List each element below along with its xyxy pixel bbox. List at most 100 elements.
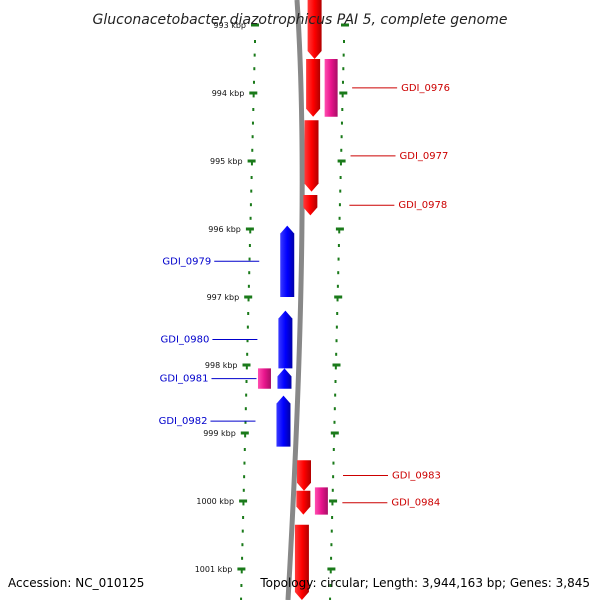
right-track-dots [330,543,333,547]
right-track-dots [340,121,343,125]
track-dots [240,40,345,600]
left-track-dots [249,230,252,234]
gene-arrow-gdi_0978[interactable] [303,195,318,216]
right-track-dots [342,53,345,57]
left-track-dots [248,271,251,275]
gene-arrow-gdi_0977[interactable] [304,120,319,192]
right-track-dots [337,271,340,275]
right-track-dots [331,488,334,492]
right-track-dots [333,407,336,411]
axis-tick [244,295,253,299]
left-track-dots [244,434,247,438]
left-track-dots [252,80,255,84]
left-track-dots [244,420,247,424]
left-track-dots [247,298,250,302]
left-track-dots [240,584,243,587]
left-track-dots [246,352,249,356]
right-track-dots [329,570,332,574]
left-track-dots [240,597,243,600]
gene-label[interactable]: GDI_0976 [401,83,450,94]
right-track-dots [342,67,345,71]
left-track-dots [250,162,253,166]
gene-arrow-gdi_0981b[interactable] [257,368,271,389]
right-track-dots [332,475,335,479]
gene-label[interactable]: GDI_0984 [391,498,440,509]
right-track-dots [341,80,344,84]
right-track-dots [340,148,343,152]
left-track-dots [251,148,254,152]
left-track-dots [241,543,244,547]
tick-label: 998 kbp [205,361,238,370]
right-track-dots [333,434,336,438]
axis-tick-right [330,431,339,435]
gene-arrow-gdi_0984[interactable] [296,490,311,515]
left-track-dots [254,40,256,43]
gene-label[interactable]: GDI_0979 [162,256,211,267]
gene-arrow-gdi_0976b[interactable] [324,59,338,117]
right-track-dots [331,502,334,506]
left-track-dots [245,393,248,397]
right-track-dots [334,380,337,383]
gene-arrow-gdi_0984b[interactable] [314,487,328,515]
right-track-dots [339,162,342,166]
axis-ticks: 993 kbp 994 kbp 995 kbp 996 kbp 997 kbp 998 k… [195,21,349,574]
left-track-dots [243,461,246,465]
tick-label: 999 kbp [203,429,236,438]
axis-tick-right [337,159,346,163]
gene-label[interactable]: GDI_0980 [161,335,210,346]
right-track-dots [336,312,339,315]
right-track-dots [339,189,342,193]
left-track-dots [243,448,246,451]
gene-arrow-gdi_0981[interactable] [277,368,292,389]
left-track-dots [240,570,243,574]
gene-label[interactable]: GDI_0981 [160,374,209,385]
gene-arrow-gdi_0983[interactable] [297,460,311,491]
right-track-dots [341,108,344,111]
right-track-dots [338,230,341,234]
gene-arrow-gdi_0980[interactable] [278,310,293,369]
left-track-dots [250,176,253,179]
axis-tick [239,499,248,503]
right-track-dots [332,461,335,465]
axis-tick [237,567,246,571]
right-track-dots [335,352,338,356]
right-track-dots [330,529,333,533]
gene-label[interactable]: GDI_0983 [392,471,441,482]
right-track-dots [337,257,340,261]
left-track-dots [242,502,245,506]
right-track-dots [330,556,333,560]
axis-tick-right [339,91,348,95]
right-track-dots [338,216,341,220]
right-track-dots [336,284,339,288]
tick-label: 997 kbp [207,293,240,302]
right-track-dots [338,203,341,207]
accession-text: Accession: NC_010125 [8,576,144,590]
gene-arrow-gdi_0985[interactable] [294,524,309,600]
gene-arrow-gdi_0975[interactable] [307,0,322,59]
left-track-dots [243,475,246,479]
genome-backbone [285,0,305,600]
axis-tick [245,227,254,231]
axis-tick [251,23,259,27]
left-track-dots [251,121,254,125]
gene-arrow-gdi_0976[interactable] [306,59,321,117]
left-track-dots [251,135,254,139]
left-track-dots [244,407,247,411]
axis-tick-right [341,23,349,27]
left-track-dots [245,380,248,383]
left-track-dots [246,339,249,343]
gene-arrow-gdi_0982[interactable] [276,395,291,447]
axis-tick-right [335,227,344,231]
left-track-dots [246,325,249,329]
gene-arrow-gdi_0979[interactable] [280,225,295,297]
left-track-dots [241,556,244,560]
left-track-dots [247,284,250,288]
gene-label[interactable]: GDI_0978 [398,200,447,211]
left-track-dots [250,189,253,193]
tick-label: 996 kbp [208,225,241,234]
right-track-dots [343,40,345,43]
gene-label[interactable]: GDI_0977 [400,151,449,162]
axis-tick [242,363,251,367]
gene-label[interactable]: GDI_0982 [159,416,208,427]
